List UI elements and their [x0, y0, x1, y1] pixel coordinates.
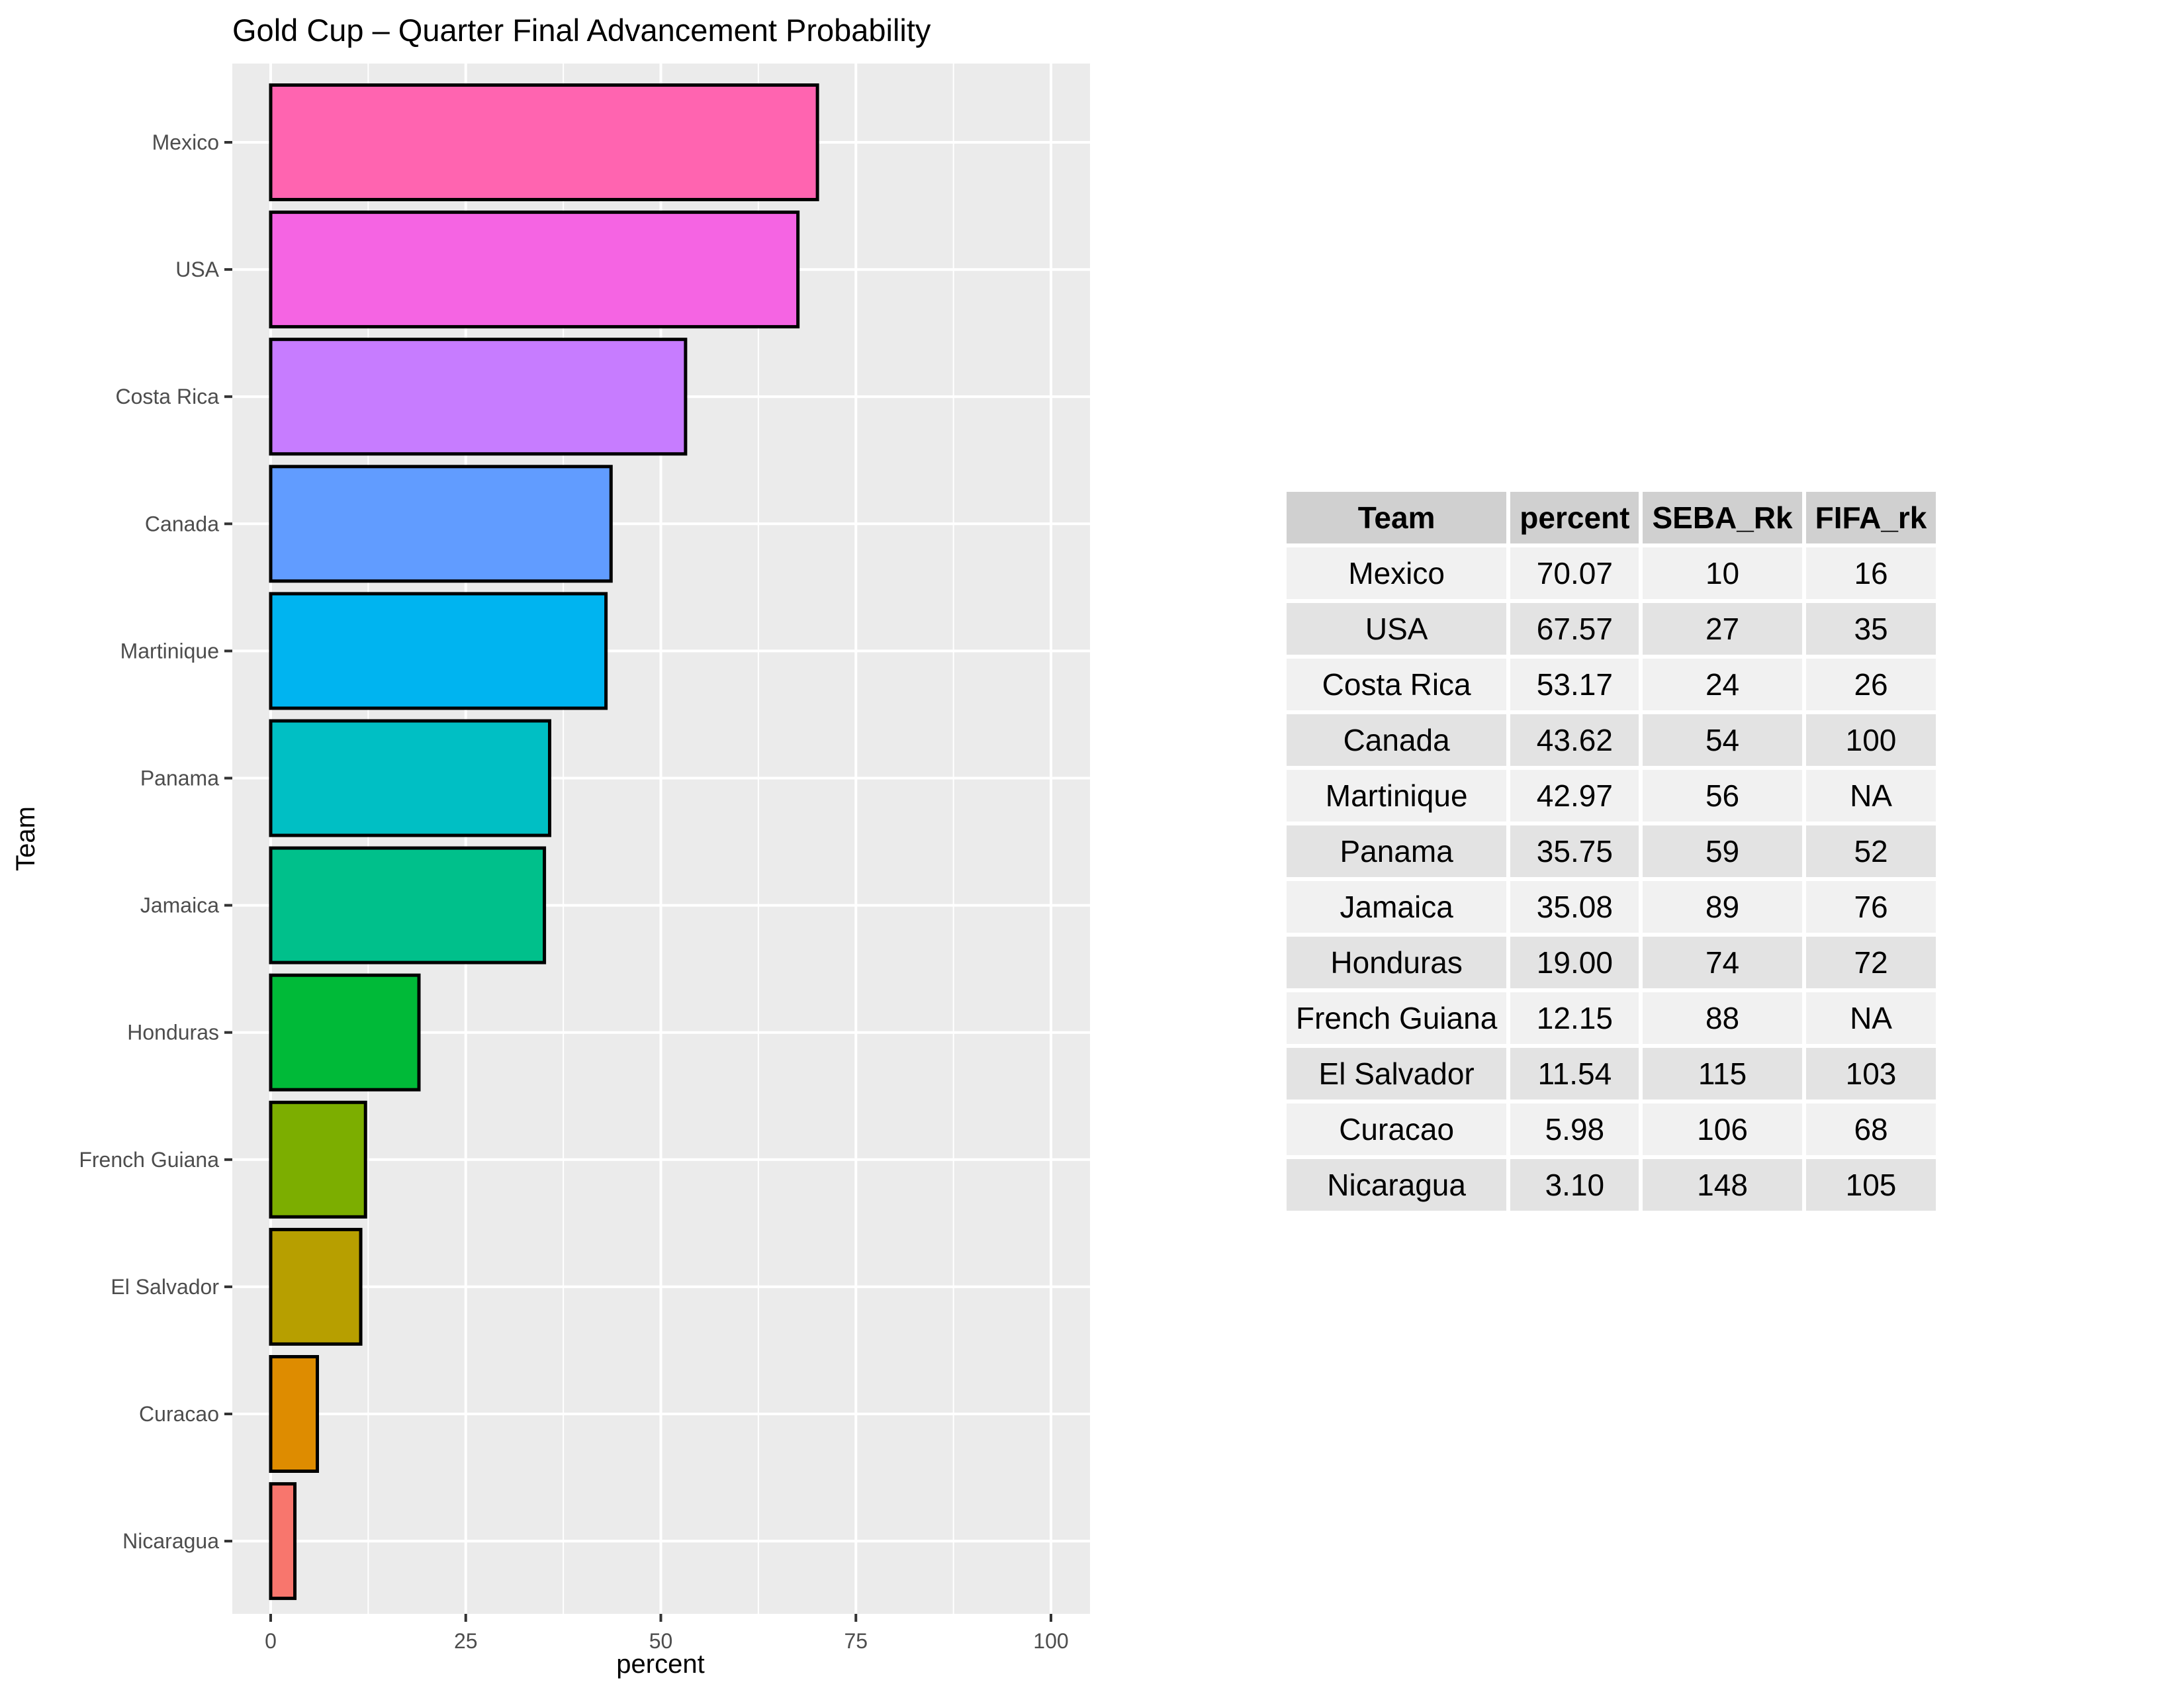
table-cell: Panama	[1287, 825, 1507, 877]
y-tick-label: USA	[175, 258, 219, 281]
y-tick-label: Costa Rica	[116, 385, 220, 408]
y-tick-label: French Guiana	[79, 1148, 219, 1172]
table-cell: 12.15	[1510, 992, 1639, 1044]
y-tick-label: Curacao	[139, 1402, 219, 1426]
table-cell: 53.17	[1510, 659, 1639, 710]
bar-usa	[269, 211, 800, 329]
table-row: Honduras 19.00 74 72	[1287, 937, 1936, 988]
table-cell: 59	[1643, 825, 1802, 877]
table-row: Costa Rica 53.17 24 26	[1287, 659, 1936, 710]
table-cell: 106	[1643, 1103, 1802, 1155]
table-cell: 27	[1643, 603, 1802, 655]
table-cell: 35.08	[1510, 881, 1639, 933]
column-header: SEBA_Rk	[1643, 492, 1802, 543]
table-cell: 100	[1805, 714, 1936, 766]
table-cell: 42.97	[1510, 770, 1639, 821]
table-cell: 26	[1805, 659, 1936, 710]
y-tick-label: Mexico	[152, 130, 219, 154]
table-cell: Martinique	[1287, 770, 1507, 821]
table-cell: 16	[1805, 547, 1936, 599]
table-cell: 54	[1643, 714, 1802, 766]
table-cell: NA	[1805, 992, 1936, 1044]
table-cell: 72	[1805, 937, 1936, 988]
table-cell: 70.07	[1510, 547, 1639, 599]
table-cell: 103	[1805, 1048, 1936, 1100]
y-tick-label: Panama	[140, 767, 219, 790]
table-row: Panama 35.75 59 52	[1287, 825, 1936, 877]
x-tick-label: 0	[265, 1629, 277, 1653]
table-cell: 67.57	[1510, 603, 1639, 655]
column-header: Team	[1287, 492, 1507, 543]
bar-costa-rica	[269, 338, 688, 456]
table-cell: 88	[1643, 992, 1802, 1044]
table-cell: 19.00	[1510, 937, 1639, 988]
y-tick-label: Martinique	[120, 639, 219, 663]
bar-honduras	[269, 973, 421, 1092]
table-cell: 56	[1643, 770, 1802, 821]
bar-nicaragua	[269, 1482, 297, 1601]
table-cell: 5.98	[1510, 1103, 1639, 1155]
table-cell: Mexico	[1287, 547, 1507, 599]
y-tick-label: Honduras	[127, 1021, 219, 1045]
table-cell: Costa Rica	[1287, 659, 1507, 710]
table-cell: USA	[1287, 603, 1507, 655]
y-tick-label: Jamaica	[140, 894, 219, 917]
bar-french-guiana	[269, 1100, 367, 1219]
table-row: French Guiana 12.15 88 NA	[1287, 992, 1936, 1044]
table-cell: 11.54	[1510, 1048, 1639, 1100]
table-cell: 68	[1805, 1103, 1936, 1155]
table-cell: 52	[1805, 825, 1936, 877]
table-header-row: Team percent SEBA_Rk FIFA_rk	[1287, 492, 1936, 543]
y-axis-title: Team	[11, 806, 40, 871]
table-cell: French Guiana	[1287, 992, 1507, 1044]
table-row: Canada 43.62 54 100	[1287, 714, 1936, 766]
chart-title: Gold Cup – Quarter Final Advancement Pro…	[232, 13, 931, 48]
table-cell: NA	[1805, 770, 1936, 821]
table-cell: Nicaragua	[1287, 1159, 1507, 1211]
y-tick-label: Canada	[145, 512, 219, 536]
table-row: El Salvador 11.54 115 103	[1287, 1048, 1936, 1100]
bar-mexico	[269, 83, 819, 201]
bar-martinique	[269, 592, 608, 710]
table-cell: 105	[1805, 1159, 1936, 1211]
table-row: Jamaica 35.08 89 76	[1287, 881, 1936, 933]
table-cell: 148	[1643, 1159, 1802, 1211]
x-tick-label: 50	[649, 1629, 673, 1653]
table-cell: 3.10	[1510, 1159, 1639, 1211]
ranking-table: Team percent SEBA_Rk FIFA_rk Mexico 70.07 10 1…	[1283, 488, 1940, 1215]
y-tick-label: El Salvador	[111, 1275, 219, 1299]
table-cell: Honduras	[1287, 937, 1507, 988]
table-row: Nicaragua 3.10 148 105	[1287, 1159, 1936, 1211]
table-cell: 35	[1805, 603, 1936, 655]
table-row: Curacao 5.98 106 68	[1287, 1103, 1936, 1155]
table-cell: 89	[1643, 881, 1802, 933]
table-cell: 24	[1643, 659, 1802, 710]
column-header: percent	[1510, 492, 1639, 543]
table-cell: 35.75	[1510, 825, 1639, 877]
table-cell: Jamaica	[1287, 881, 1507, 933]
table-cell: Canada	[1287, 714, 1507, 766]
bar-curacao	[269, 1355, 320, 1473]
table-row: Martinique 42.97 56 NA	[1287, 770, 1936, 821]
column-header: FIFA_rk	[1805, 492, 1936, 543]
x-tick-label: 75	[844, 1629, 868, 1653]
table-cell: 115	[1643, 1048, 1802, 1100]
y-tick-label: Nicaragua	[122, 1529, 219, 1553]
bar-jamaica	[269, 846, 547, 964]
bar-el-salvador	[269, 1227, 363, 1346]
bar-chart: Gold Cup – Quarter Final Advancement Pro…	[11, 13, 1090, 1679]
table-row: Mexico 70.07 10 16	[1287, 547, 1936, 599]
table-cell: 43.62	[1510, 714, 1639, 766]
x-axis-title: percent	[616, 1650, 704, 1679]
bar-panama	[269, 719, 551, 837]
table-cell: 10	[1643, 547, 1802, 599]
table-cell: El Salvador	[1287, 1048, 1507, 1100]
table-cell: 76	[1805, 881, 1936, 933]
bar-canada	[269, 465, 613, 583]
table-cell: Curacao	[1287, 1103, 1507, 1155]
x-tick-label: 25	[454, 1629, 478, 1653]
table-row: USA 67.57 27 35	[1287, 603, 1936, 655]
table-cell: 74	[1643, 937, 1802, 988]
x-tick-label: 100	[1033, 1629, 1068, 1653]
